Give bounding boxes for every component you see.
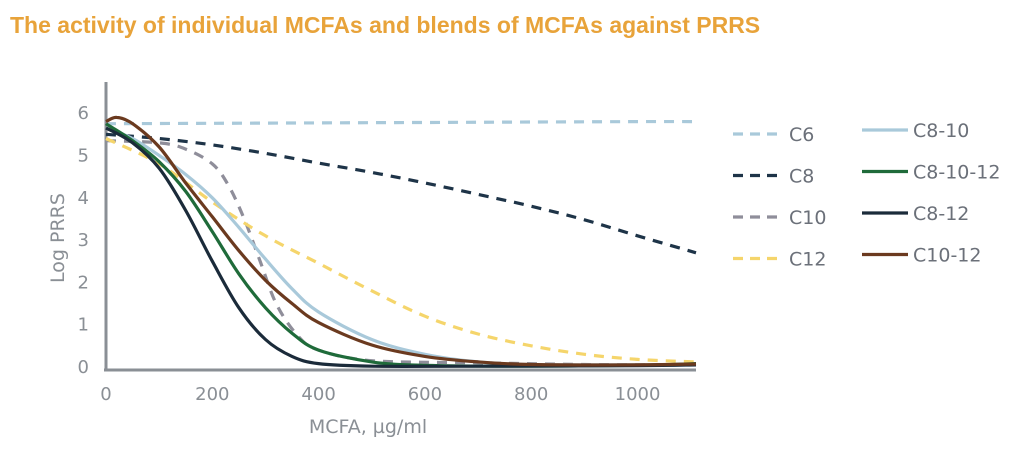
y-tick-label: 0: [78, 357, 89, 378]
series-lines: [105, 115, 697, 368]
legend-label: C8-10-12: [913, 162, 1000, 184]
x-axis-label: MCFA, µg/ml: [309, 416, 427, 438]
legend-label: C10: [789, 207, 826, 229]
series-line-c8-12: [105, 126, 697, 368]
y-tick-label: 6: [78, 103, 89, 124]
legend-label: C8-12: [913, 203, 969, 225]
series-line-c12: [105, 137, 697, 364]
x-tick-label: 0: [100, 384, 111, 405]
y-tick-label: 5: [78, 145, 89, 166]
x-tick-label: 600: [408, 384, 442, 405]
series-line-c8-10: [105, 126, 697, 367]
legend-label: C12: [789, 249, 826, 271]
series-line-c8-10-12: [105, 122, 697, 368]
y-tick-label: 2: [78, 272, 89, 293]
axes: 0 1 2 3 4 5 6 0 200 400 600 800 1000: [78, 82, 696, 405]
series-line-c10-12: [105, 115, 697, 367]
legend-label: C6: [789, 124, 814, 146]
x-tick-label: 1000: [615, 384, 661, 405]
x-tick-label: 800: [514, 384, 548, 405]
legend: C6 C8 C10 C12 C8-10 C8-10-12 C8-12 C10-12: [733, 120, 1000, 271]
series-line-c6: [105, 119, 697, 126]
series-line-c8: [105, 132, 697, 255]
legend-label: C8: [789, 166, 814, 188]
y-tick-label: 3: [78, 230, 89, 251]
y-axis-label: Log PRRS: [47, 193, 69, 283]
legend-label: C8-10: [913, 120, 969, 142]
y-tick-label: 1: [78, 315, 89, 336]
chart-title: The activity of individual MCFAs and ble…: [10, 12, 761, 38]
series-line-c10: [105, 139, 697, 367]
legend-label: C10-12: [913, 245, 981, 267]
x-tick-label: 200: [195, 384, 229, 405]
x-tick-label: 400: [301, 384, 335, 405]
y-tick-label: 4: [78, 188, 89, 209]
